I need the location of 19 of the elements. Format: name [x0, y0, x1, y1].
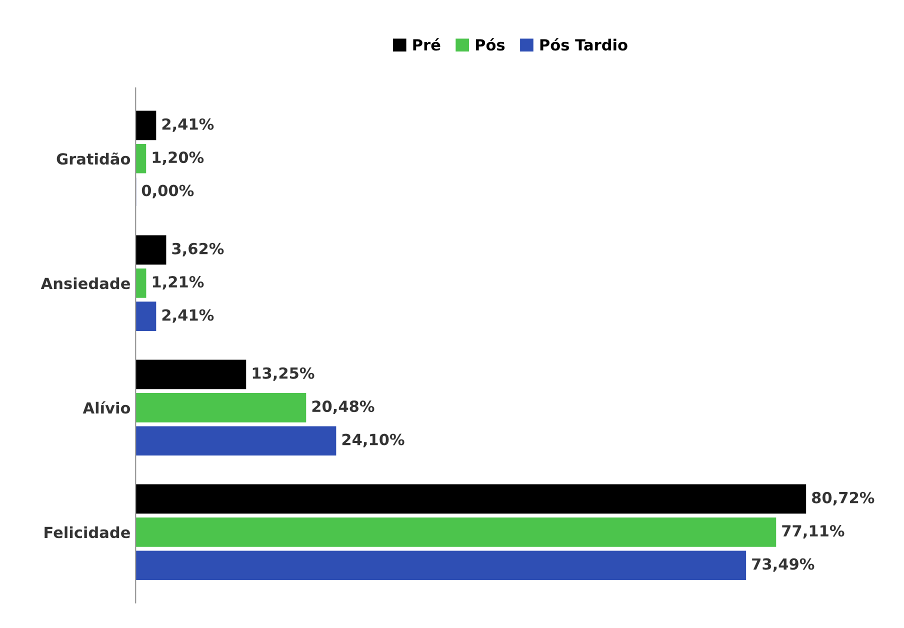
data-label: 73,49% — [752, 558, 814, 572]
data-label: 2,41% — [162, 309, 214, 323]
data-label: 80,72% — [812, 492, 874, 506]
data-label: 2,41% — [162, 118, 214, 132]
legend-label: Pós Tardio — [540, 38, 628, 51]
data-label: 20,48% — [312, 400, 374, 414]
legend-label: Pré — [413, 38, 440, 51]
data-label: 0,00% — [142, 184, 194, 198]
data-label: 13,25% — [252, 367, 314, 381]
y-tick-label: Felicidade — [44, 526, 130, 538]
data-label: 1,21% — [152, 276, 204, 290]
data-label: 1,20% — [152, 152, 204, 166]
y-tick-label: Alívio — [82, 401, 130, 414]
y-tick-label: Ansiedade — [40, 277, 130, 290]
data-label: 77,11% — [782, 525, 844, 539]
data-label: 24,10% — [342, 434, 404, 448]
legend-label: Pós — [476, 38, 505, 51]
y-tick-label: Gratidão — [56, 152, 130, 165]
data-label: 3,62% — [172, 242, 224, 256]
